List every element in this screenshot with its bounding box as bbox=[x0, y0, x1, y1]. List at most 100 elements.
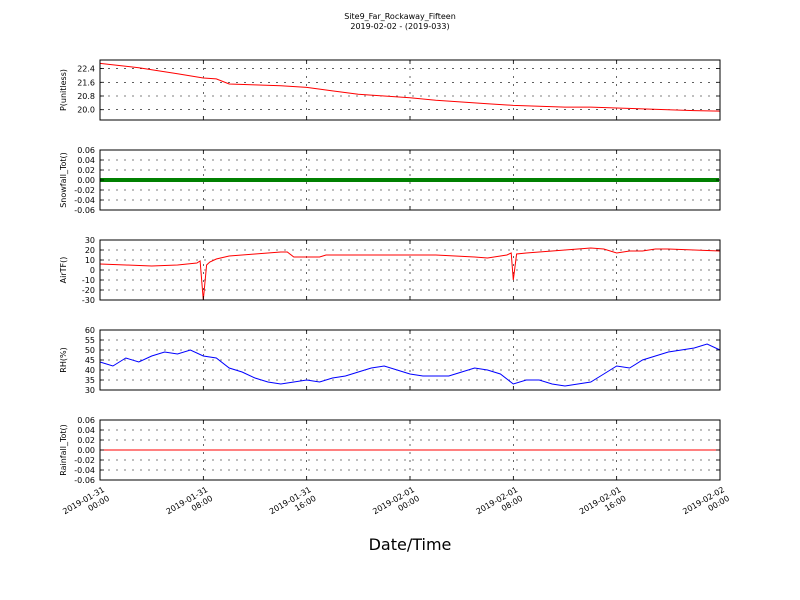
data-point bbox=[436, 178, 440, 182]
data-point bbox=[232, 178, 236, 182]
data-point bbox=[319, 178, 323, 182]
data-point bbox=[655, 178, 659, 182]
data-point bbox=[664, 178, 668, 182]
data-point bbox=[706, 178, 710, 182]
y-tick-label: -0.04 bbox=[74, 196, 95, 205]
data-point bbox=[652, 178, 656, 182]
data-point bbox=[205, 178, 209, 182]
data-point bbox=[646, 178, 650, 182]
data-point bbox=[283, 178, 287, 182]
data-point bbox=[517, 178, 521, 182]
data-point bbox=[607, 178, 611, 182]
data-point bbox=[709, 178, 713, 182]
data-point bbox=[625, 178, 629, 182]
data-point bbox=[457, 178, 461, 182]
y-axis-label: P(unitless) bbox=[59, 69, 68, 111]
data-point bbox=[235, 178, 239, 182]
x-tick-label: 2019-02-0108:00 bbox=[475, 485, 525, 525]
data-point bbox=[589, 178, 593, 182]
data-point bbox=[322, 178, 326, 182]
data-point bbox=[256, 178, 260, 182]
data-point bbox=[400, 178, 404, 182]
data-point bbox=[475, 178, 479, 182]
data-point bbox=[172, 178, 176, 182]
data-point bbox=[541, 178, 545, 182]
y-tick-label: 30 bbox=[85, 236, 95, 245]
data-point bbox=[112, 178, 116, 182]
data-point bbox=[460, 178, 464, 182]
data-point bbox=[454, 178, 458, 182]
panel-5: 0.060.040.020.00-0.02-0.04-0.06 Rainfall_… bbox=[59, 416, 721, 485]
data-point bbox=[619, 178, 623, 182]
data-point bbox=[415, 178, 419, 182]
data-point bbox=[532, 178, 536, 182]
panels: 20.020.821.622.4P(unitless)0.060.040.020… bbox=[59, 59, 721, 485]
y-tick-label: 0.02 bbox=[77, 436, 95, 445]
data-point bbox=[304, 178, 308, 182]
data-point bbox=[550, 178, 554, 182]
y-tick-label: 0.00 bbox=[77, 176, 95, 185]
data-point bbox=[535, 178, 539, 182]
data-point bbox=[226, 178, 230, 182]
data-point bbox=[316, 178, 320, 182]
data-point bbox=[616, 178, 620, 182]
y-tick-label: 0 bbox=[90, 266, 95, 275]
data-point bbox=[679, 178, 683, 182]
data-point bbox=[544, 178, 548, 182]
data-point bbox=[661, 178, 665, 182]
data-point bbox=[613, 178, 617, 182]
data-point bbox=[610, 178, 614, 182]
y-tick-label: -0.06 bbox=[74, 476, 95, 485]
data-point bbox=[445, 178, 449, 182]
x-tick-label: 2019-01-3100:00 bbox=[61, 485, 111, 525]
data-point bbox=[553, 178, 557, 182]
data-point bbox=[697, 178, 701, 182]
x-tick-label: 2019-01-3116:00 bbox=[268, 485, 318, 525]
data-point bbox=[472, 178, 476, 182]
data-point bbox=[289, 178, 293, 182]
y-tick-label: -30 bbox=[82, 296, 95, 305]
data-point bbox=[280, 178, 284, 182]
data-point bbox=[547, 178, 551, 182]
data-point bbox=[286, 178, 290, 182]
data-point bbox=[658, 178, 662, 182]
data-point bbox=[505, 178, 509, 182]
data-point bbox=[409, 178, 413, 182]
x-tick-label: 2019-02-0116:00 bbox=[578, 485, 628, 525]
data-point bbox=[442, 178, 446, 182]
data-point bbox=[214, 178, 218, 182]
series-line-4 bbox=[99, 343, 721, 387]
data-point bbox=[433, 178, 437, 182]
data-point bbox=[427, 178, 431, 182]
data-point bbox=[178, 178, 182, 182]
data-point bbox=[514, 178, 518, 182]
data-point bbox=[469, 178, 473, 182]
data-point bbox=[574, 178, 578, 182]
data-point bbox=[490, 178, 494, 182]
data-point bbox=[121, 178, 125, 182]
data-point bbox=[556, 178, 560, 182]
chart-subtitle: 2019-02-02 - (2019-033) bbox=[350, 22, 449, 31]
data-point bbox=[511, 178, 515, 182]
y-tick-label: 50 bbox=[85, 346, 95, 355]
y-tick-label: 30 bbox=[85, 386, 95, 395]
data-point bbox=[184, 178, 188, 182]
data-point bbox=[634, 178, 638, 182]
y-tick-label: 20.0 bbox=[77, 106, 95, 115]
data-point bbox=[223, 178, 227, 182]
data-point bbox=[601, 178, 605, 182]
data-point bbox=[193, 178, 197, 182]
y-tick-label: 55 bbox=[85, 336, 95, 345]
data-point bbox=[487, 178, 491, 182]
data-point bbox=[361, 178, 365, 182]
data-point bbox=[364, 178, 368, 182]
data-point bbox=[358, 178, 362, 182]
data-point bbox=[568, 178, 572, 182]
data-point bbox=[160, 178, 164, 182]
data-point bbox=[265, 178, 269, 182]
x-tick-labels: 2019-01-3100:00 2019-01-3108:00 2019-01-31… bbox=[61, 485, 731, 525]
data-point bbox=[244, 178, 248, 182]
data-point bbox=[649, 178, 653, 182]
